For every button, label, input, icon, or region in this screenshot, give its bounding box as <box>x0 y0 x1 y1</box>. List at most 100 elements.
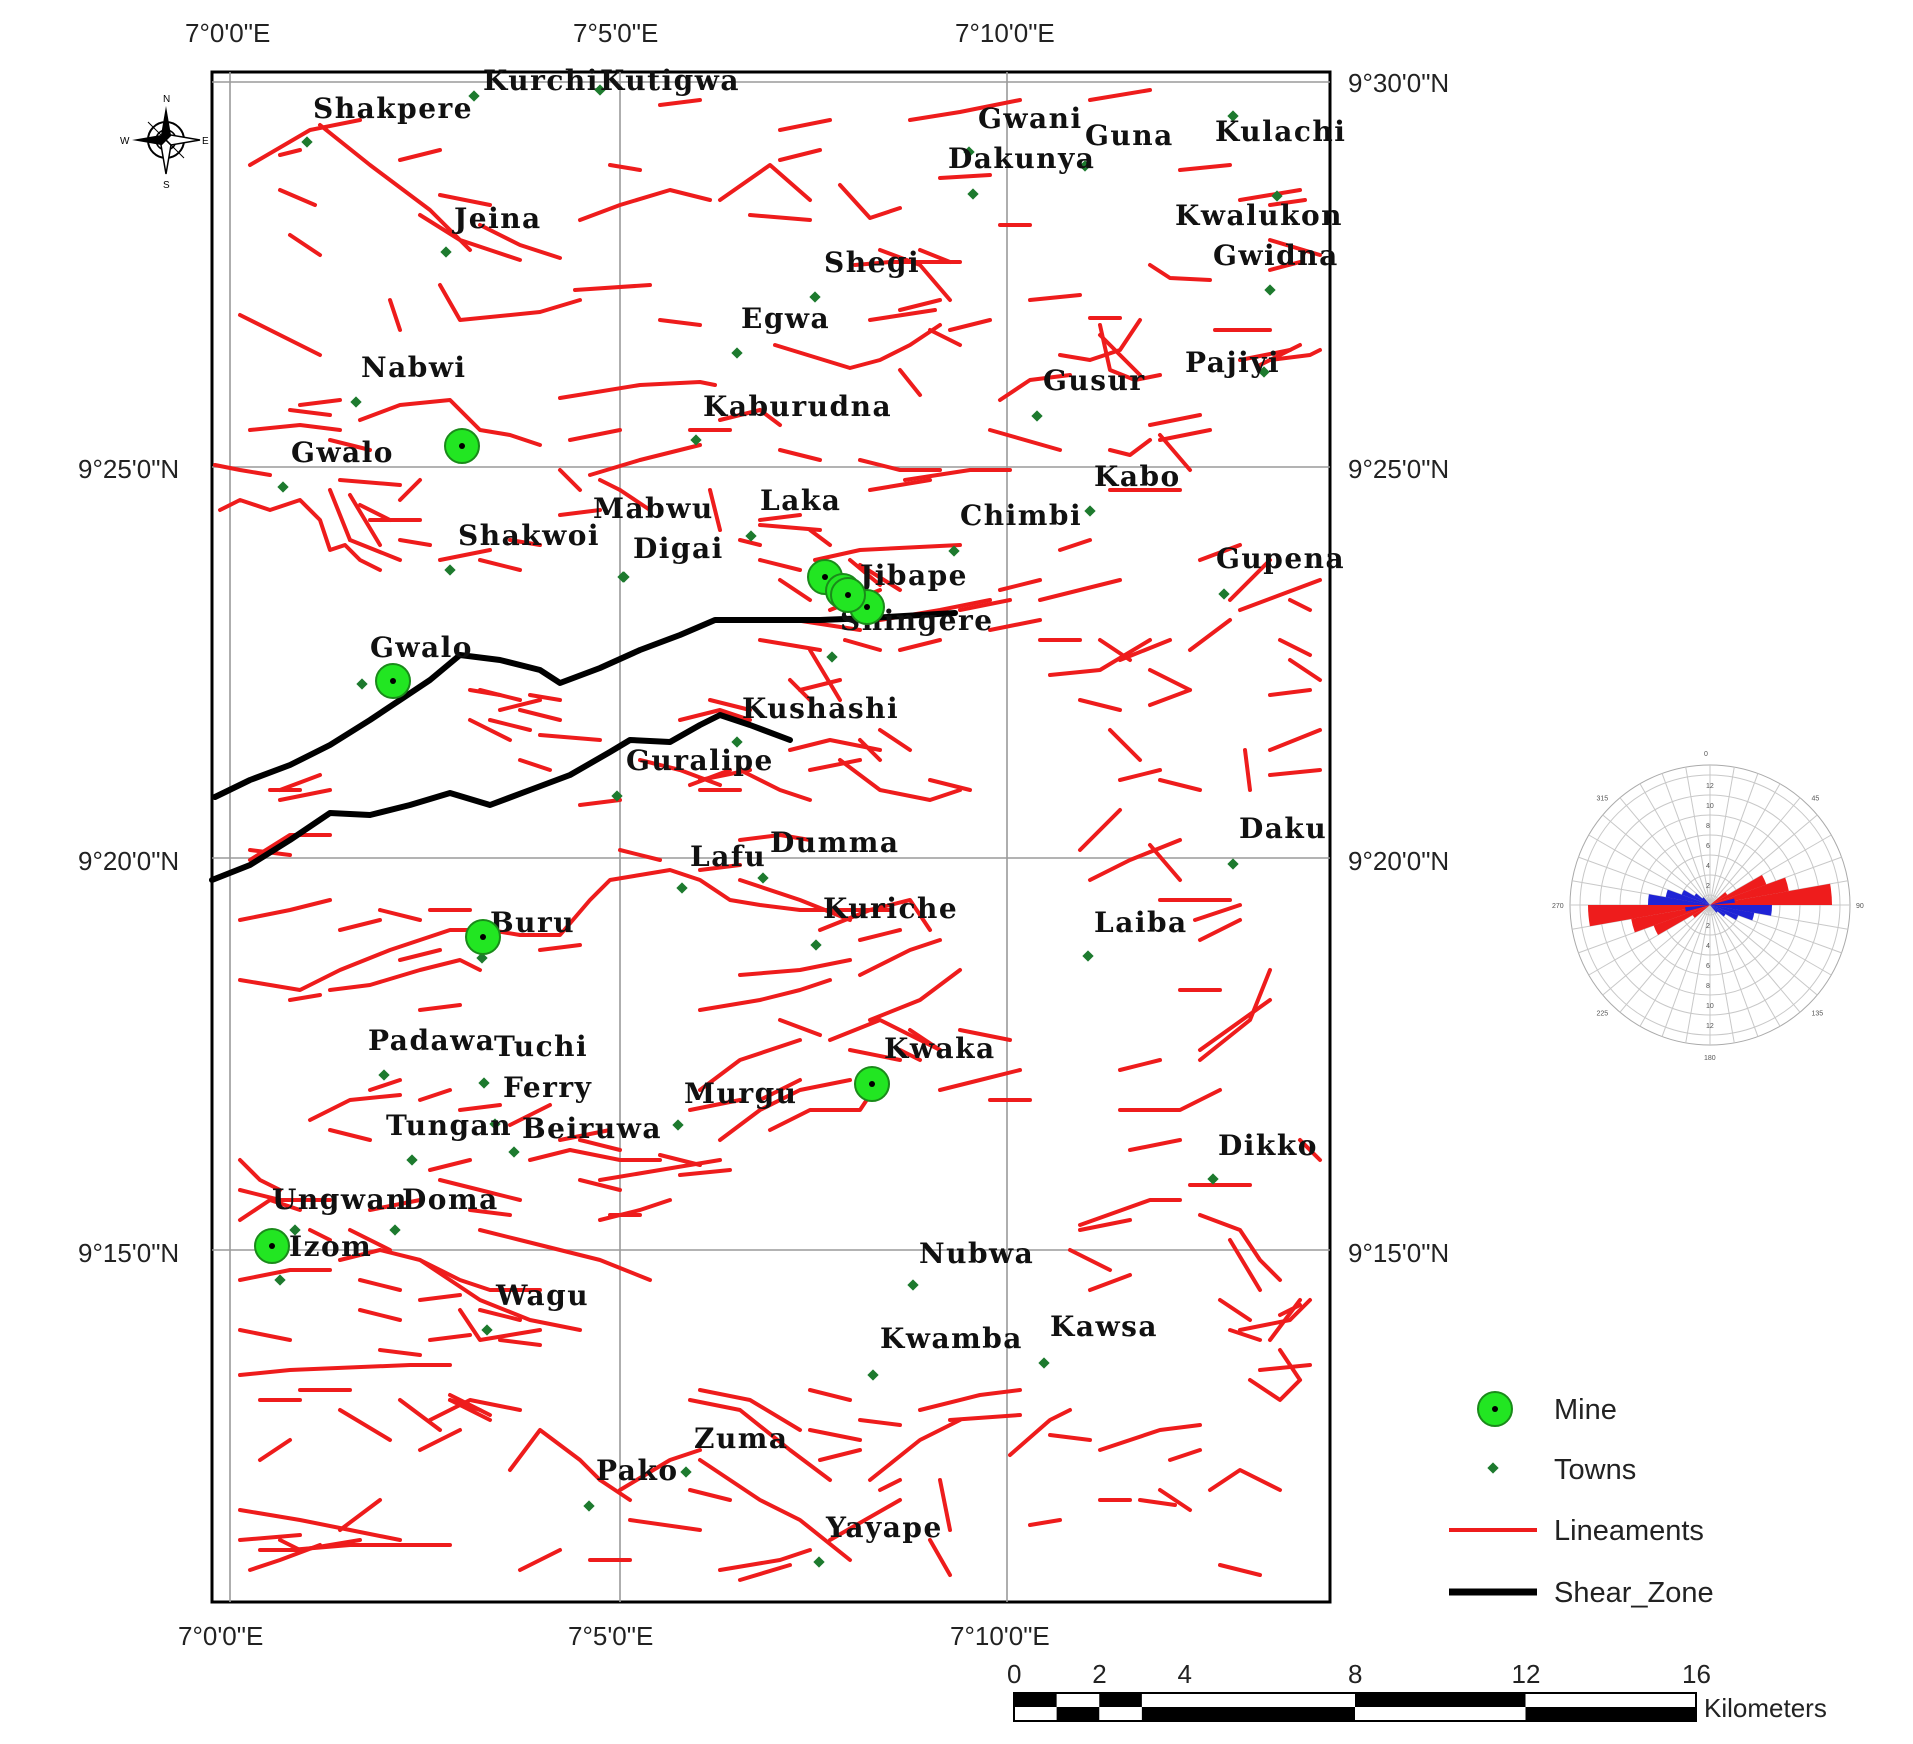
town-buru: Buru <box>476 906 574 964</box>
town-daku: Daku <box>1227 812 1326 870</box>
rose-petal <box>1710 905 1773 916</box>
scale-tick-label: 2 <box>1092 1659 1106 1689</box>
rose-petal <box>1653 905 1710 935</box>
town-label: Kushashi <box>742 692 899 725</box>
lon-label-bottom-2: 7°5'0"E <box>568 1621 653 1651</box>
mine-marker <box>375 663 411 699</box>
rose-petal <box>1710 875 1767 905</box>
rose-petal <box>1647 894 1710 905</box>
town-label: Gusur <box>1043 364 1146 397</box>
rose-radial-label: 12 <box>1706 1023 1714 1030</box>
rose-radial-label: 10 <box>1706 803 1714 810</box>
coordinate-labels: 7°0'0"E 7°5'0"E 7°10'0"E 7°0'0"E 7°5'0"E… <box>78 18 1449 1651</box>
town-marker-icon <box>440 246 452 258</box>
town-kawsa: Kawsa <box>1038 1310 1158 1369</box>
shear-zone-north <box>212 610 958 800</box>
legend-lineaments-label: Lineaments <box>1554 1515 1704 1547</box>
rose-radial-label: 6 <box>1706 843 1710 850</box>
town-marker-icon <box>481 1324 493 1336</box>
legend-shear-zone-label: Shear_Zone <box>1554 1577 1714 1609</box>
mine-icon-dot <box>480 934 486 940</box>
town-marker-icon <box>489 1118 501 1130</box>
town-label: Wagu <box>495 1279 589 1312</box>
town-label: Beiruwa <box>522 1112 662 1145</box>
town-marker-icon <box>1079 160 1091 172</box>
lon-label-top-2: 7°5'0"E <box>573 18 658 48</box>
town-kwalukon: Kwalukon <box>1175 190 1343 232</box>
town-gwalo: Gwalo <box>356 631 471 690</box>
mine-marker <box>254 1228 290 1264</box>
town-marker-icon <box>963 146 975 158</box>
rose-diagram: 0 45 90 135 180 225 270 315 2 2 4 4 6 6 8 8 10 10 12 12 <box>1552 751 1864 1062</box>
town-marker-icon <box>826 651 838 663</box>
legend-shear-zone: Shear_Zone <box>1449 1577 1714 1609</box>
town-marker-icon <box>1271 190 1283 202</box>
legend: Mine Towns Lineaments Shear_Zone <box>1449 1391 1714 1609</box>
legend-lineaments: Lineaments <box>1449 1515 1704 1547</box>
town-kutigwa: Kutigwa <box>594 64 738 97</box>
town-marker-icon <box>406 1154 418 1166</box>
town-label: Zuma <box>694 1422 789 1455</box>
rose-angle-label: 135 <box>1812 1011 1824 1018</box>
town-marker-icon <box>583 1500 595 1512</box>
town-pako: Pako <box>583 1454 677 1512</box>
lat-label-right-3: 9°20'0"N <box>1348 846 1449 876</box>
town-marker-icon <box>611 790 623 802</box>
rose-radial-label: 12 <box>1706 783 1714 790</box>
town-gupena: Gupena <box>1216 542 1344 600</box>
mine-marker <box>830 577 866 613</box>
town-label: Padawa <box>368 1024 495 1057</box>
town-label: Kulachi <box>1215 115 1346 148</box>
town-shakpere: Shakpere <box>301 92 472 148</box>
town-laiba: Laiba <box>1082 906 1186 962</box>
scale-bar: 0 2 4 8 12 16 Kilometers <box>1007 1659 1827 1723</box>
town-label: Ferry <box>503 1071 592 1104</box>
north-arrow-s: S <box>163 180 170 191</box>
town-lafu: Lafu <box>676 840 766 894</box>
town-marker-icon <box>1218 588 1230 600</box>
town-marker-icon <box>350 396 362 408</box>
town-marker-icon <box>478 1077 490 1089</box>
town-murgu: Murgu <box>672 1077 796 1131</box>
rose-angle-label: 0 <box>1704 751 1708 758</box>
lat-label-left-2: 9°25'0"N <box>78 454 179 484</box>
rose-petal <box>1710 905 1755 921</box>
mine-icon-dot <box>269 1243 275 1249</box>
town-label: Doma <box>402 1183 499 1216</box>
town-kulachi: Kulachi <box>1215 110 1346 148</box>
town-label: Gwani <box>978 102 1083 135</box>
town-label: Shakwoi <box>458 519 600 552</box>
town-label: Kwalukon <box>1175 199 1343 232</box>
town-kuriche: Kuriche <box>810 892 957 951</box>
town-label: Ungwan <box>272 1183 408 1216</box>
town-ungwan: Ungwan <box>272 1183 408 1236</box>
town-label: Pajiyi <box>1185 346 1280 379</box>
lon-label-top-1: 7°0'0"E <box>185 18 270 48</box>
town-marker-icon <box>274 1274 286 1286</box>
town-label: Mabwu <box>593 492 714 525</box>
legend-mine: Mine <box>1477 1391 1617 1427</box>
town-label: Yayape <box>825 1511 943 1544</box>
town-label: Nubwa <box>919 1237 1034 1270</box>
town-marker-icon <box>1207 1173 1219 1185</box>
rose-petal <box>1685 905 1710 912</box>
town-marker-icon <box>967 188 979 200</box>
scale-tick-label: 0 <box>1007 1659 1021 1689</box>
lineaments-layer <box>213 88 1322 1582</box>
town-marker-icon <box>680 1466 692 1478</box>
town-marker-icon <box>289 1224 301 1236</box>
town-marker-icon <box>1082 950 1094 962</box>
town-kurchi: Kurchi <box>468 64 597 102</box>
town-label: Jibape <box>857 559 968 592</box>
town-zuma: Zuma <box>680 1422 789 1478</box>
town-egwa: Egwa <box>731 302 829 359</box>
north-arrow-w: W <box>120 136 130 147</box>
lon-label-bottom-3: 7°10'0"E <box>950 1621 1050 1651</box>
rose-petal <box>1710 883 1832 905</box>
town-label: Kawsa <box>1050 1310 1158 1343</box>
town-label: Lafu <box>690 840 766 873</box>
town-label: Tungan <box>386 1109 512 1142</box>
town-marker-icon <box>1038 1357 1050 1369</box>
town-nabwi: Nabwi <box>350 351 465 408</box>
